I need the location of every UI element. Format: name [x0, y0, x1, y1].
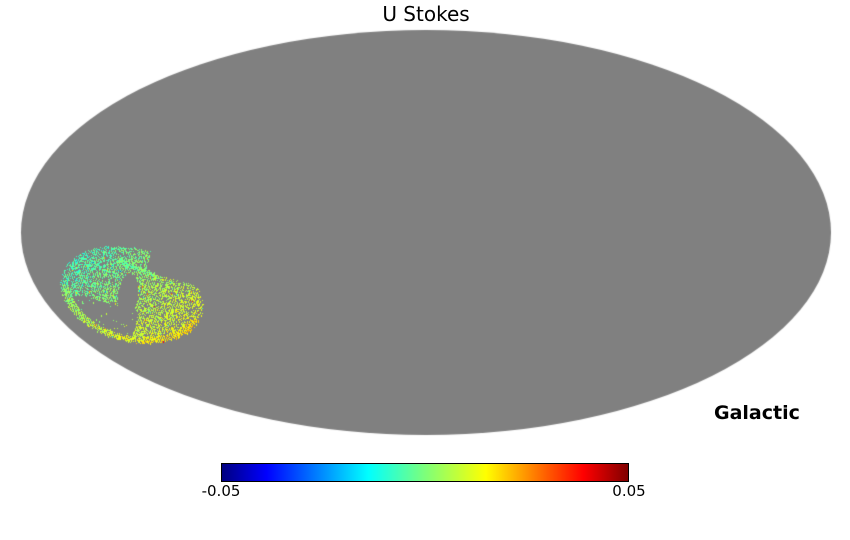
coordinate-system-label: Galactic — [714, 402, 800, 424]
colorbar-gradient — [221, 463, 629, 482]
colorbar-max-tick-label: 0.05 — [612, 482, 646, 500]
plot-title: U Stokes — [382, 2, 470, 26]
colorbar-min-tick-label: -0.05 — [201, 482, 241, 500]
